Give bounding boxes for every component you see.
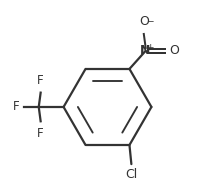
Text: −: − — [146, 16, 153, 25]
Text: +: + — [146, 43, 154, 52]
Text: Cl: Cl — [125, 168, 138, 181]
Text: F: F — [13, 100, 20, 113]
Text: O: O — [139, 15, 149, 28]
Text: O: O — [170, 44, 180, 57]
Text: F: F — [37, 127, 44, 140]
Text: F: F — [37, 74, 44, 87]
Text: N: N — [140, 44, 150, 57]
